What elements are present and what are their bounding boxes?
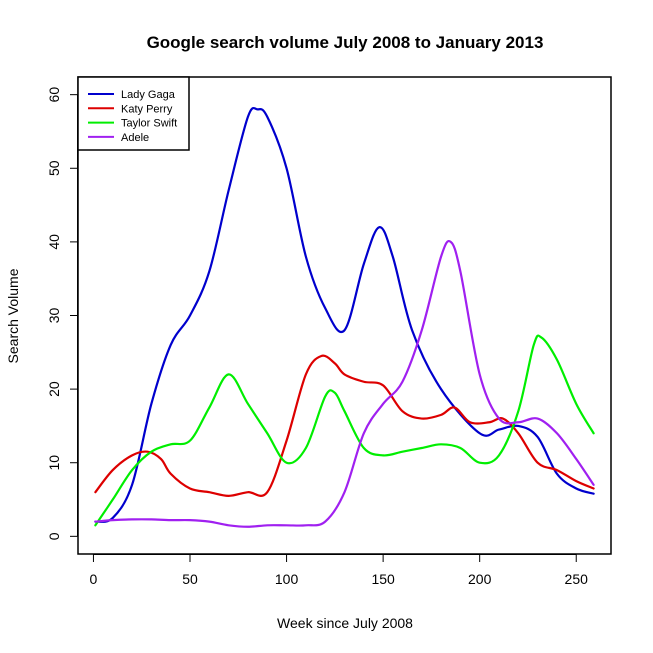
series-line-3 <box>94 239 595 528</box>
x-tick-label: 150 <box>371 571 395 587</box>
series-layer <box>94 106 595 528</box>
y-axis-label: Search Volume <box>5 268 21 363</box>
x-tick-label: 100 <box>275 571 299 587</box>
legend-label-3: Adele <box>121 132 149 144</box>
legend-label-1: Katy Perry <box>121 103 173 115</box>
series-line-2 <box>94 334 595 527</box>
y-tick-label: 60 <box>46 87 62 103</box>
x-axis-label: Week since July 2008 <box>277 615 413 631</box>
y-axis: 0 10 20 30 40 50 60 <box>46 87 78 540</box>
y-tick-label: 40 <box>46 234 62 250</box>
x-tick-label: 200 <box>468 571 492 587</box>
y-tick-label: 20 <box>46 381 62 397</box>
x-tick-label: 50 <box>182 571 198 587</box>
y-tick-label: 30 <box>46 308 62 324</box>
series-line-0 <box>94 106 595 523</box>
y-tick-label: 10 <box>46 455 62 471</box>
x-tick-label: 250 <box>565 571 589 587</box>
x-axis: 0 50 100 150 200 250 <box>90 554 589 587</box>
legend-label-2: Taylor Swift <box>121 118 177 130</box>
y-tick-label: 0 <box>46 532 62 540</box>
series-line-1 <box>94 354 595 497</box>
x-tick-label: 0 <box>90 571 98 587</box>
chart-title: Google search volume July 2008 to Januar… <box>147 33 544 52</box>
legend: Lady Gaga Katy Perry Taylor Swift Adele <box>77 76 190 151</box>
legend-label-0: Lady Gaga <box>121 89 176 101</box>
y-tick-label: 50 <box>46 160 62 176</box>
